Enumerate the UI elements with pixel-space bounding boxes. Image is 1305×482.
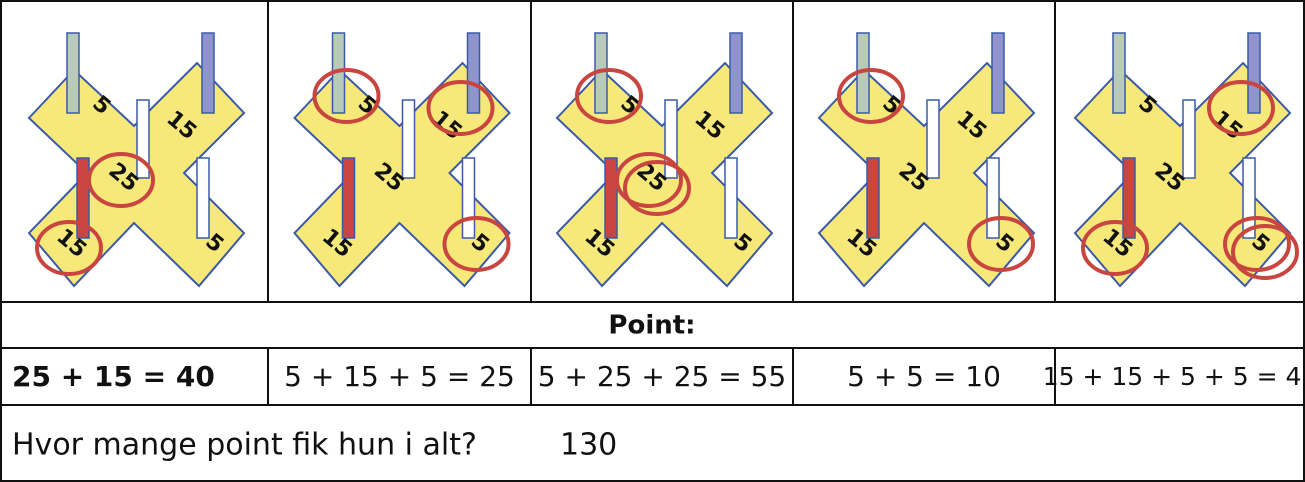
peg [729, 32, 743, 114]
peg [341, 157, 356, 239]
peg [66, 32, 80, 114]
equation: 5 + 5 = 10 [847, 360, 1001, 393]
header: Point: [608, 311, 695, 341]
ring [623, 160, 691, 216]
ring [615, 152, 683, 208]
ring [575, 68, 643, 124]
question: Hvor mange point fik hun i alt? [12, 428, 477, 463]
peg [76, 157, 90, 239]
peg [604, 157, 618, 239]
peg [724, 157, 738, 239]
peg [991, 32, 1005, 114]
peg [196, 157, 210, 239]
ring [442, 216, 511, 272]
ring [837, 68, 905, 124]
ring [1081, 220, 1149, 276]
ring [312, 68, 381, 124]
equation: 15 + 15 + 5 + 5 = 40 [1043, 362, 1305, 391]
peg [986, 157, 1000, 239]
peg [926, 99, 940, 179]
ring [35, 220, 103, 276]
peg [1112, 32, 1126, 114]
answer: 130 [560, 428, 617, 463]
ring [967, 216, 1035, 272]
peg [466, 32, 481, 114]
peg [1122, 157, 1136, 239]
peg [1182, 99, 1196, 179]
equation: 25 + 15 = 40 [12, 360, 215, 393]
peg [1247, 32, 1261, 114]
peg [201, 32, 215, 114]
ring [426, 80, 495, 136]
peg [461, 157, 476, 239]
equation: 5 + 25 + 25 = 55 [538, 360, 787, 393]
ring [87, 152, 155, 208]
peg [866, 157, 880, 239]
equation: 5 + 15 + 5 = 25 [284, 360, 515, 393]
peg [401, 99, 416, 179]
ring [1207, 80, 1275, 136]
ring [1223, 216, 1291, 272]
ring [1231, 224, 1299, 280]
